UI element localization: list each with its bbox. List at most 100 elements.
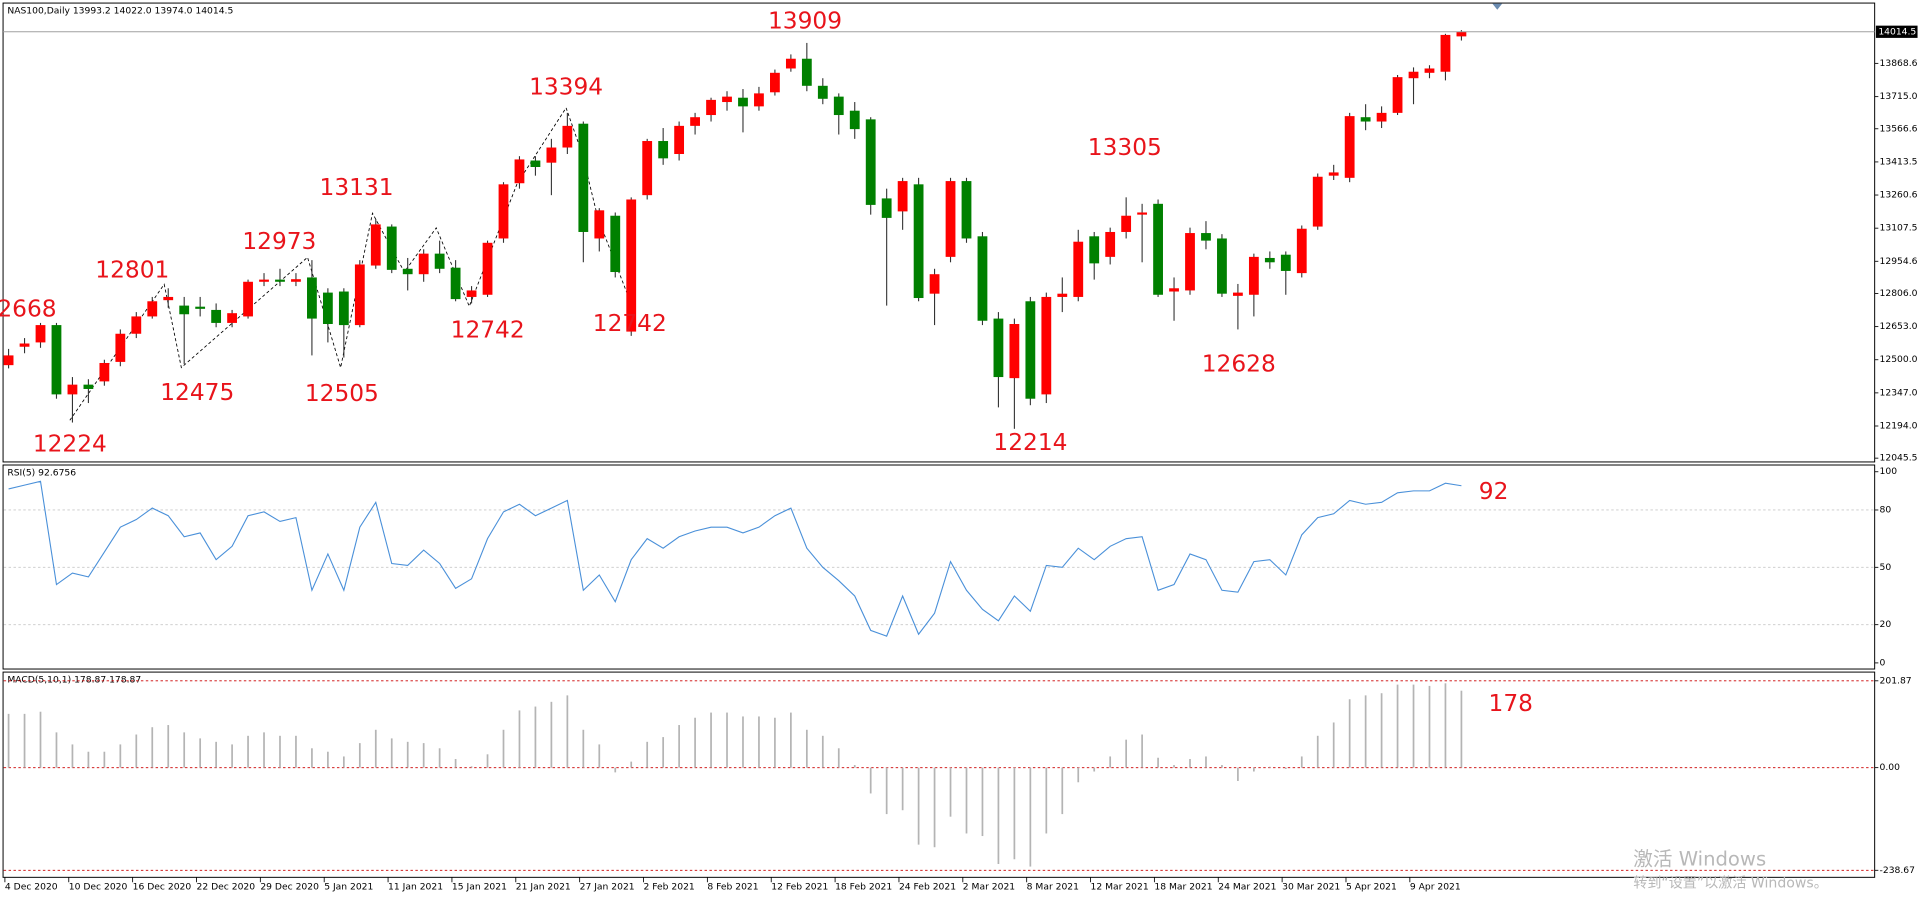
y-tick-label: 12653.0 [1880, 321, 1918, 332]
candle-body [738, 97, 748, 107]
macd-bar [885, 767, 888, 815]
macd-bar [1125, 739, 1128, 768]
macd-bar [167, 725, 170, 768]
macd-bar [23, 713, 26, 768]
candle-body [1233, 292, 1243, 296]
y-tick-label: 12954.6 [1880, 256, 1918, 267]
macd-bar [1173, 765, 1175, 768]
candle-body [291, 279, 301, 282]
candle-body [1137, 212, 1148, 215]
x-tick-label: 22 Dec 2020 [196, 882, 255, 893]
macd-bar [1189, 759, 1191, 768]
candle-body [1089, 236, 1100, 264]
candle-body [434, 253, 445, 269]
macd-bar [327, 751, 329, 768]
y-tick-label: 13107.5 [1880, 223, 1918, 234]
macd-bar [662, 737, 665, 768]
y-tick-label: -238.67 [1880, 865, 1916, 876]
macd-bar [1428, 685, 1431, 768]
macd-bar [470, 766, 473, 768]
rsi-title: RSI(5) 92.6756 [7, 467, 76, 478]
candle-body [131, 316, 142, 334]
macd-bar [1316, 735, 1319, 768]
x-tick-label: 12 Mar 2021 [1091, 882, 1149, 893]
macd-bar [774, 717, 776, 768]
macd-bar [917, 767, 920, 845]
x-tick-label: 27 Jan 2021 [580, 882, 635, 893]
x-tick-label: 4 Dec 2020 [5, 882, 58, 893]
candle-body [227, 313, 237, 323]
y-tick-label: 12194.0 [1880, 420, 1918, 431]
y-tick-label: 12806.0 [1880, 288, 1918, 299]
macd-bar [406, 741, 409, 768]
macd-bar [805, 729, 808, 768]
macd-bar [1348, 699, 1351, 768]
candle-body [770, 72, 780, 93]
candle-body [929, 274, 940, 294]
candle-body [195, 306, 206, 309]
price-annotation: 12475 [160, 379, 234, 406]
price-annotation: 13305 [1088, 134, 1162, 161]
macd-bar [103, 751, 106, 768]
macd-bar [726, 712, 728, 768]
candle-body [1360, 117, 1371, 122]
candle-body [1376, 112, 1387, 122]
macd-bar [550, 701, 553, 768]
price-annotation: 12505 [305, 380, 379, 407]
macd-bar [438, 748, 441, 768]
price-annotation: 12801 [95, 256, 169, 283]
x-tick-label: 12 Feb 2021 [771, 882, 828, 893]
macd-bar [821, 735, 824, 768]
price-annotation: 13909 [768, 8, 842, 35]
x-tick-label: 5 Jan 2021 [324, 882, 373, 893]
macd-bar [566, 695, 569, 768]
candle-body [498, 184, 509, 239]
y-tick-label: 12500.0 [1880, 354, 1918, 365]
price-annotation: 13131 [320, 174, 394, 201]
macd-bar [1332, 722, 1335, 768]
candle-body [722, 96, 732, 103]
macd-bar [869, 767, 872, 794]
x-tick-label: 24 Feb 2021 [899, 882, 956, 893]
candle-body [754, 93, 764, 107]
price-annotation: 2668 [0, 296, 57, 323]
macd-bar [853, 765, 856, 768]
macd-bar [1029, 767, 1032, 867]
candle-body [1121, 215, 1132, 232]
macd-bar [263, 732, 265, 768]
y-tick-label: 13566.6 [1880, 123, 1918, 134]
candle-body [1408, 71, 1419, 79]
x-tick-label: 8 Mar 2021 [1027, 882, 1079, 893]
candle-body [674, 125, 685, 155]
candle-body [785, 58, 796, 69]
y-tick-label: 13413.5 [1880, 156, 1918, 167]
candle-body [243, 281, 253, 317]
candle-body [67, 384, 78, 395]
candle-body [1312, 176, 1323, 227]
candle-body [179, 305, 190, 315]
macd-bar [1205, 756, 1207, 768]
macd-bar [7, 713, 10, 768]
macd-bar [1061, 767, 1064, 815]
candle-body [307, 277, 317, 319]
candle-body [610, 215, 621, 273]
macd-bar [1109, 756, 1112, 768]
price-annotation: 12742 [451, 316, 525, 343]
rsi-line [8, 480, 1462, 637]
candle-body [1392, 77, 1403, 113]
macd-bar [1364, 695, 1367, 768]
x-tick-label: 24 Mar 2021 [1218, 882, 1276, 893]
y-tick-label: 13260.6 [1880, 190, 1918, 201]
y-tick-label: 100 [1880, 466, 1898, 477]
macd-bar [837, 748, 840, 768]
macd-bar [342, 756, 345, 768]
macd-bar [582, 729, 585, 768]
macd-bar [1077, 767, 1080, 783]
macd-bar [790, 712, 792, 768]
macd-bar [1157, 757, 1159, 768]
macd-bar [997, 767, 1000, 864]
macd-bar [1444, 683, 1447, 768]
candle-body [1217, 238, 1227, 294]
